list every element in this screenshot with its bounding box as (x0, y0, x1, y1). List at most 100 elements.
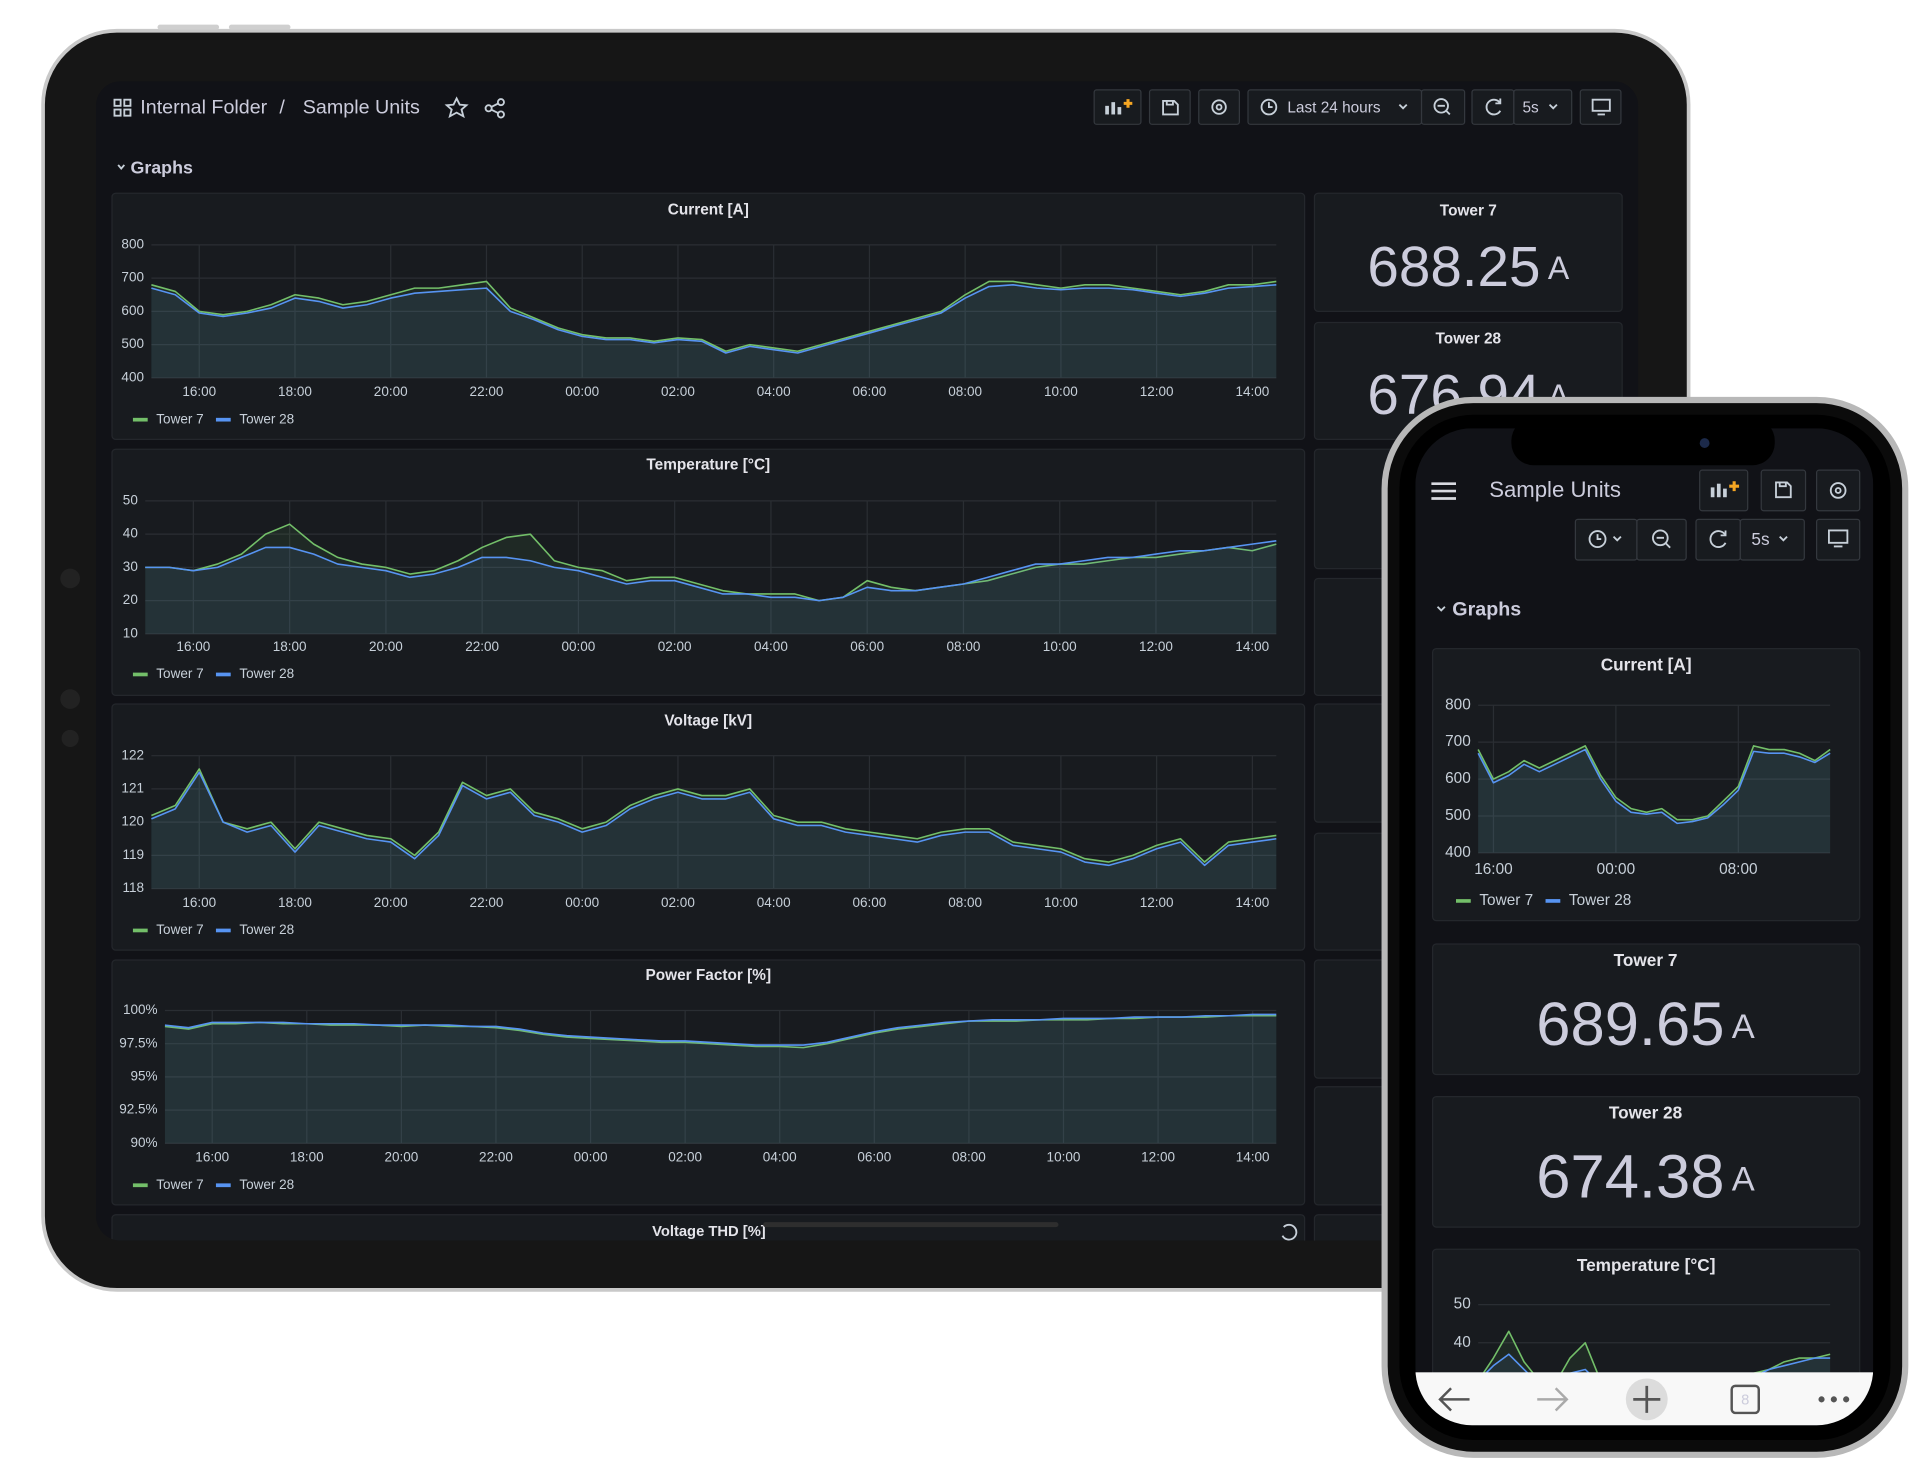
zoom-icon (1656, 536, 1671, 549)
y-tick-label: 95% (130, 1069, 157, 1084)
y-tick-label: 97.5% (119, 1035, 157, 1050)
panel-title: Voltage [kV] (664, 712, 752, 729)
x-tick-label: 14:00 (1236, 1150, 1270, 1165)
y-tick-label: 800 (121, 237, 144, 252)
legend-label: Tower 7 (156, 411, 203, 426)
series-line (1477, 748, 1831, 825)
x-tick-label: 10:00 (1044, 895, 1078, 910)
refresh-interval-label: 5s (1751, 529, 1769, 549)
chevron (1548, 103, 1558, 110)
x-tick-label: 14:00 (1235, 384, 1269, 399)
x-tick-label: 16:00 (182, 384, 216, 399)
legend-label: Tower 28 (239, 411, 294, 426)
tv-mode-button[interactable] (1816, 518, 1861, 561)
legend-label: Tower 7 (1479, 892, 1533, 909)
refresh-button[interactable] (1695, 518, 1741, 561)
x-tick-label: 08:00 (947, 639, 981, 654)
row-title[interactable]: Graphs (1452, 599, 1521, 621)
y-tick-label: 500 (1445, 807, 1471, 824)
dashboard-title[interactable]: Sample Units (303, 97, 420, 119)
refresh-interval[interactable] (1513, 89, 1573, 125)
legend-label: Tower 28 (239, 1177, 294, 1192)
y-tick-label: 40 (1454, 1334, 1471, 1351)
tv-mode-button[interactable] (1579, 89, 1622, 125)
new-tab-icon (1633, 1385, 1661, 1413)
x-tick-label: 08:00 (952, 1150, 986, 1165)
series-line (151, 771, 1277, 867)
forward-button[interactable] (1537, 1387, 1569, 1412)
settings-icon (1829, 482, 1847, 499)
y-tick-label: 20 (123, 592, 138, 607)
panel (111, 1214, 1306, 1241)
save-button[interactable] (1148, 89, 1191, 125)
breadcrumb-separator: / (279, 97, 285, 119)
row-title[interactable]: Graphs (130, 157, 193, 177)
menu-button[interactable] (1431, 482, 1456, 500)
add-panel-icon (1105, 99, 1133, 115)
loading-icon (1281, 1223, 1298, 1241)
series-line (164, 1014, 1277, 1049)
x-tick-label: 00:00 (561, 639, 595, 654)
menu-dot[interactable] (1818, 1396, 1825, 1403)
tabs-button[interactable] (1730, 1384, 1760, 1415)
breadcrumb-folder[interactable]: Internal Folder (140, 97, 267, 119)
settings-button[interactable] (1198, 89, 1240, 125)
dashboards-icon (113, 98, 132, 117)
panel-title: Current [A] (1601, 654, 1692, 674)
y-tick-label: 30 (123, 559, 138, 574)
x-tick-label: 12:00 (1139, 639, 1173, 654)
browser-toolbar: 8 (1415, 1372, 1874, 1426)
x-tick-label: 12:00 (1140, 384, 1174, 399)
legend-label: Tower 7 (156, 666, 203, 681)
menu-dot[interactable] (1843, 1396, 1850, 1403)
x-tick-label: 10:00 (1044, 384, 1078, 399)
stat-number: 689.65 (1536, 990, 1724, 1059)
stat-panel (1432, 943, 1861, 1076)
save-icon (1162, 100, 1179, 116)
x-tick-label: 20:00 (374, 895, 408, 910)
y-tick-label: 600 (1445, 770, 1471, 787)
zoom-out-button[interactable] (1420, 89, 1466, 125)
series-line (145, 523, 1277, 602)
star-button[interactable] (444, 96, 469, 119)
save-button[interactable] (1760, 469, 1807, 512)
zoom-out-button[interactable] (1636, 518, 1687, 561)
x-tick-label: 08:00 (948, 384, 982, 399)
panel-title: Power Factor [%] (646, 967, 772, 984)
phone-panels: Current [A] 400 500 600 700 800 16:00 00:00 08:0… (1432, 648, 1861, 922)
stat-number: 688.25 (1367, 235, 1540, 298)
y-tick-label: 700 (1445, 733, 1471, 750)
x-tick-label: 04:00 (757, 384, 791, 399)
refresh-icon (1485, 98, 1502, 116)
x-tick-label: 14:00 (1235, 895, 1269, 910)
x-tick-label: 06:00 (857, 1150, 891, 1165)
x-tick-label: 10:00 (1047, 1150, 1081, 1165)
series-line (145, 540, 1277, 602)
x-tick-label: 10:00 (1043, 639, 1077, 654)
series-area (145, 524, 1277, 634)
clock-icon (1596, 534, 1622, 542)
refresh-interval-label: 5s (1522, 99, 1539, 116)
x-tick-label: 00:00 (574, 1150, 608, 1165)
refresh-interval[interactable] (1739, 518, 1805, 561)
chevron (1398, 103, 1408, 110)
stat-panel (1313, 192, 1623, 312)
home-indicator (763, 1222, 1059, 1228)
refresh-button[interactable] (1471, 89, 1515, 125)
x-tick-label: 02:00 (668, 1150, 702, 1165)
y-tick-label: 121 (121, 781, 144, 796)
stat-number: 674.38 (1536, 1143, 1724, 1212)
menu-dot[interactable] (1830, 1396, 1837, 1403)
back-button[interactable] (1438, 1387, 1470, 1412)
x-tick-label: 22:00 (479, 1150, 513, 1165)
legend-label: Tower 28 (239, 666, 294, 681)
x-tick-label: 18:00 (290, 1150, 324, 1165)
stat-value: 689.65 A (1536, 990, 1755, 1059)
settings-button[interactable] (1816, 469, 1861, 512)
x-tick-label: 04:00 (757, 895, 791, 910)
stat-panel (1432, 1096, 1861, 1228)
series-line (164, 1013, 1277, 1046)
share-button[interactable] (484, 98, 505, 119)
series-line (151, 280, 1277, 353)
